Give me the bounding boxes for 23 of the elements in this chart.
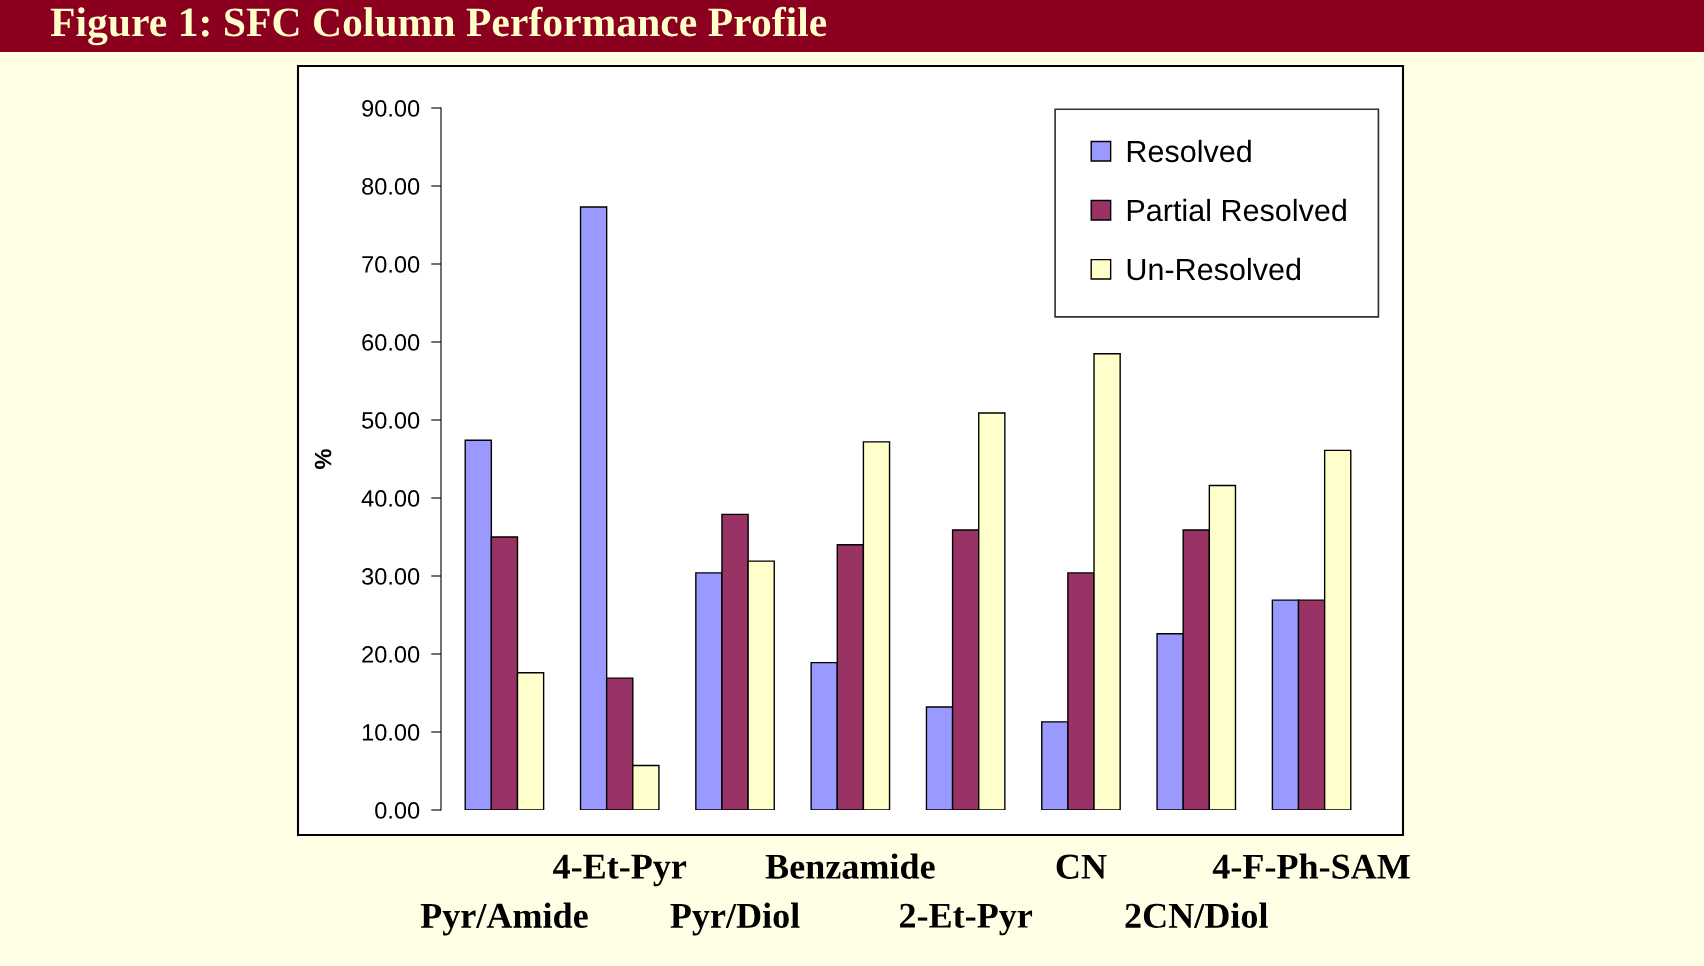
y-tick-label: 80.00	[362, 178, 420, 195]
x-tick-label: 4-Et-Pyr	[553, 854, 687, 887]
y-tick-label: 40.00	[361, 490, 420, 507]
chart-title: Figure 1: SFC Column Performance Profile	[50, 6, 827, 46]
y-tick-label: 70.00	[362, 256, 420, 273]
y-tick-label: 10.00	[362, 724, 420, 741]
y-tick-label: 0.00	[375, 802, 420, 819]
x-tick-label: 2CN/Diol	[1125, 902, 1268, 929]
y-tick-label: 20.00	[362, 646, 420, 663]
legend-label: Resolved	[1127, 139, 1251, 163]
y-tick-label: 30.00	[361, 568, 420, 585]
legend-label: Partial Resolved	[1127, 198, 1346, 222]
y-axis-title: %	[314, 449, 332, 469]
legend-label: Un-Resolved	[1127, 257, 1301, 281]
y-tick-label: 50.00	[362, 412, 420, 429]
x-tick-label: CN	[1056, 854, 1107, 879]
x-tick-label: Benzamide	[765, 853, 935, 879]
y-tick-label: 90.00	[362, 100, 420, 117]
x-tick-label: Pyr/Diol	[670, 902, 800, 936]
x-tick-label: 4-F-Ph-SAM	[1212, 853, 1410, 879]
x-tick-label: Pyr/Amide	[420, 902, 588, 936]
y-tick-label: 60.00	[362, 334, 420, 351]
x-tick-label: 2-Et-Pyr	[899, 903, 1033, 936]
